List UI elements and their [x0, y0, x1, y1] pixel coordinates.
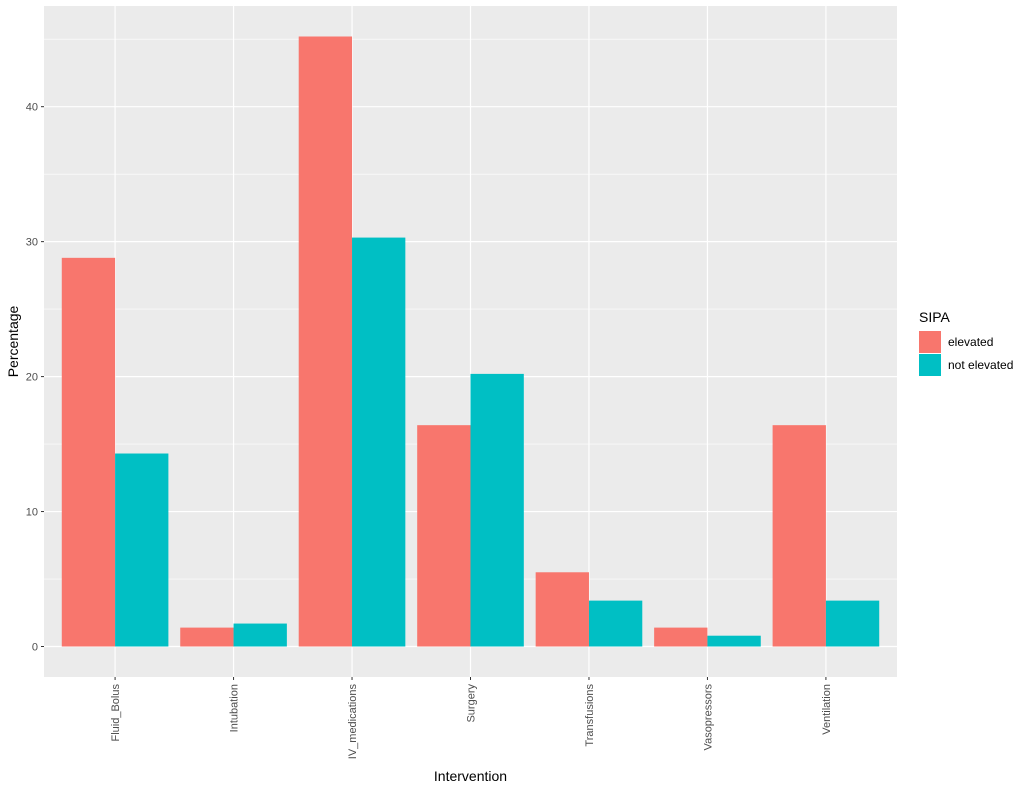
y-tick-label: 20: [26, 372, 38, 384]
x-tick-label: IV_medications: [347, 684, 359, 760]
legend-swatch: [919, 331, 941, 353]
x-tick-label: Fluid_Bolus: [110, 684, 122, 742]
bar-IV_medications-not-elevated: [352, 237, 406, 647]
bar-Vasopressors-elevated: [654, 627, 708, 647]
bar-Fluid_Bolus-elevated: [61, 257, 116, 647]
bar-Intubation-not-elevated: [233, 623, 287, 647]
bar-Surgery-not-elevated: [470, 373, 524, 647]
legend: SIPA elevated not elevated: [919, 309, 1013, 376]
bar-Transfusions-not-elevated: [588, 600, 643, 647]
bar-Fluid_Bolus-not-elevated: [115, 453, 169, 647]
bar-Vasopressors-not-elevated: [707, 635, 761, 647]
bar-Transfusions-elevated: [535, 572, 589, 647]
x-axis-title: Intervention: [434, 768, 507, 784]
bars: [61, 36, 880, 647]
y-tick-label: 30: [26, 237, 38, 249]
y-axis: 0 10 20 30 40: [26, 102, 44, 654]
legend-title: SIPA: [919, 309, 951, 325]
bar-Surgery-elevated: [417, 425, 471, 647]
y-tick-label: 40: [26, 102, 38, 114]
y-axis-title: Percentage: [5, 305, 21, 377]
x-tick-label: Intubation: [229, 684, 241, 732]
bar-IV_medications-elevated: [298, 36, 353, 647]
y-tick-label: 10: [26, 507, 38, 519]
x-axis: Fluid_Bolus Intubation IV_medications Surge…: [110, 677, 833, 759]
x-tick-label: Transfusions: [584, 684, 596, 747]
legend-swatch: [919, 354, 941, 376]
legend-label: elevated: [948, 335, 993, 349]
bar-Intubation-elevated: [180, 627, 234, 647]
y-tick-label: 0: [32, 642, 38, 654]
bar-Ventilation-elevated: [772, 425, 826, 647]
x-tick-label: Surgery: [466, 684, 478, 723]
x-tick-label: Vasopressors: [702, 684, 714, 751]
x-tick-label: Ventilation: [821, 684, 833, 735]
bar-Ventilation-not-elevated: [825, 600, 880, 647]
legend-label: not elevated: [948, 358, 1013, 372]
